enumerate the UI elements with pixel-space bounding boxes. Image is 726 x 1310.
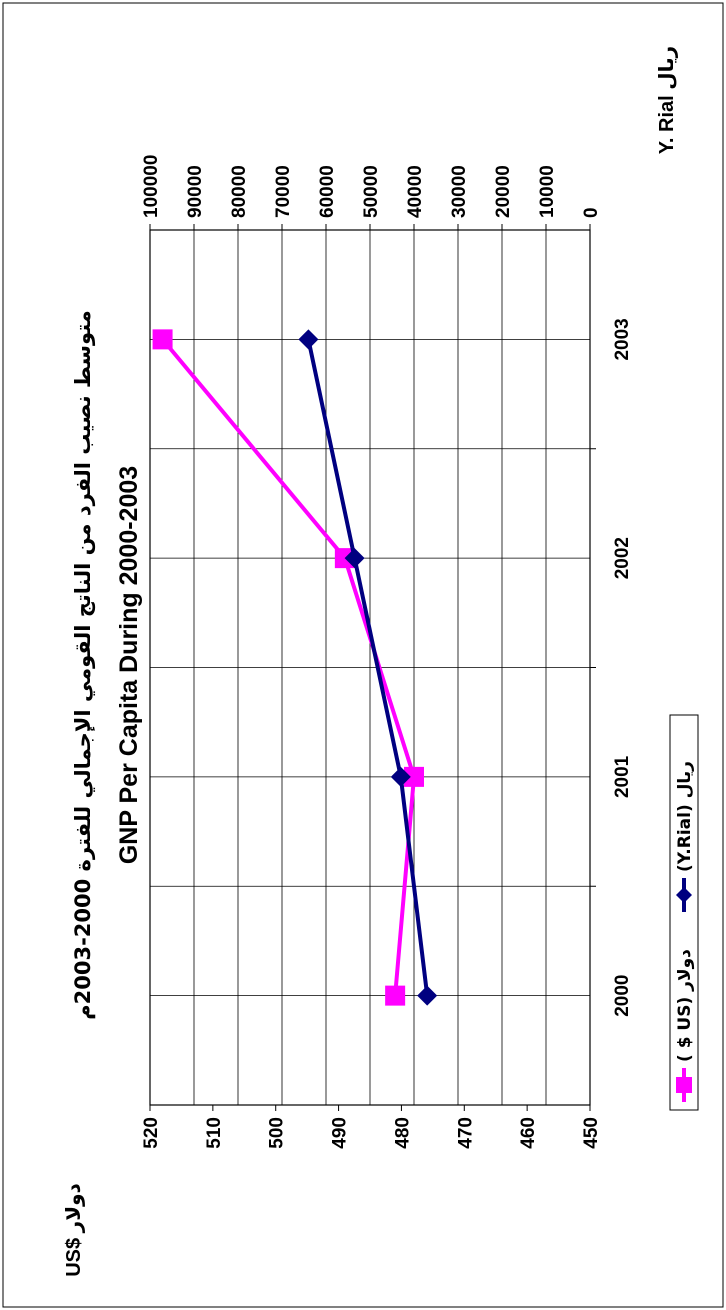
- right-axis-tick-label: 100000: [141, 155, 162, 218]
- right-axis-tick-label: 70000: [273, 165, 294, 218]
- left-axis-tick-label: 520: [141, 1117, 162, 1149]
- data-point: [385, 985, 406, 1006]
- legend: ( $ US) دولار (Y.Rial) ريال: [669, 714, 699, 1111]
- series-line: [306, 338, 430, 996]
- left-axis-tick-labels: 450 460 470 480 490 500 510 520: [141, 1105, 602, 1149]
- legend-swatch-marker: [676, 1077, 692, 1093]
- data-point: [404, 766, 424, 787]
- data-point: [298, 329, 319, 350]
- data-point: [390, 766, 411, 787]
- chart-title-arabic: متوسط نصيب الفرد من الناتج القومي الإجما…: [71, 310, 95, 1020]
- right-axis-tick-label: 40000: [405, 165, 426, 218]
- category-tick-label: 2002: [612, 537, 633, 579]
- left-axis-tick-label: 460: [518, 1117, 539, 1149]
- right-axis-tick-label: 20000: [493, 165, 514, 218]
- right-axis-tick-label: 30000: [449, 165, 470, 218]
- data-point: [344, 548, 365, 569]
- data-point: [152, 329, 173, 350]
- right-axis-label: Y. Rial ريال: [656, 46, 678, 154]
- left-axis-tick-label: 490: [330, 1117, 351, 1149]
- chart-title: GNP Per Capita During 2000-2003: [115, 466, 143, 864]
- grid-lines-vertical: [150, 338, 596, 997]
- right-axis-tick-label: 50000: [361, 165, 382, 218]
- left-axis-tick-label: 450: [581, 1117, 602, 1149]
- left-axis-label: US$ دولار: [63, 1183, 85, 1277]
- series-layer: [152, 329, 438, 1006]
- right-axis-tick-labels: 0 10000 20000 30000 40000 50000 60000 70000 8000…: [141, 155, 602, 230]
- legend-entry-label: ( $ US) دولار: [675, 949, 695, 1062]
- category-tick-label: 2000: [612, 974, 633, 1016]
- right-axis-tick-label: 60000: [317, 165, 338, 218]
- right-axis-tick-label: 90000: [185, 165, 206, 218]
- left-axis-tick-label: 480: [392, 1117, 413, 1149]
- data-point: [417, 985, 438, 1006]
- right-axis-tick-label: 80000: [229, 165, 250, 218]
- category-tick-label: 2003: [612, 318, 633, 360]
- legend-swatch-marker: [676, 887, 692, 903]
- legend-entry-label: (Y.Rial) ريال: [675, 761, 695, 872]
- right-axis-tick-label: 10000: [537, 165, 558, 218]
- left-axis-tick-label: 470: [455, 1117, 476, 1149]
- category-tick-labels: 2000 2001 2002 2003: [612, 318, 633, 1017]
- category-tick-label: 2001: [612, 755, 633, 798]
- left-axis-tick-label: 510: [204, 1117, 225, 1149]
- series-2: [298, 329, 438, 1006]
- left-axis-tick-label: 500: [267, 1117, 288, 1149]
- legend-box: [669, 714, 699, 1111]
- right-axis-tick-label: 0: [581, 207, 602, 218]
